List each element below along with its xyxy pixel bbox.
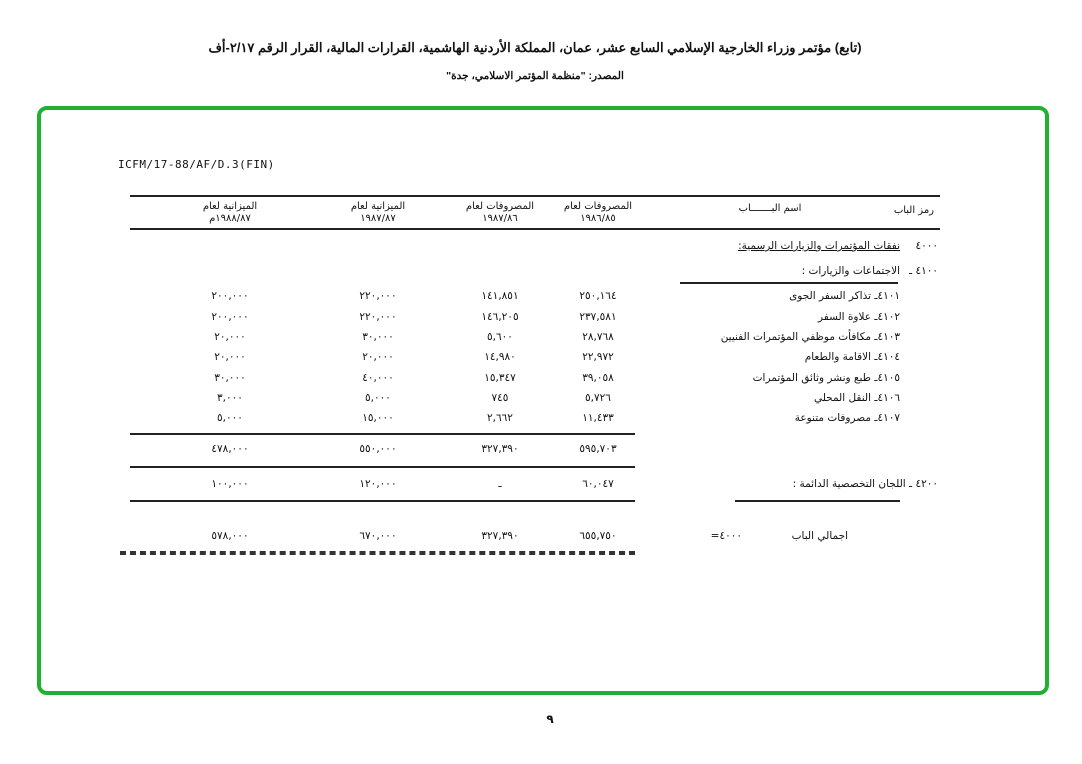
- row-value-1: ٥,٧٢٦: [585, 392, 611, 404]
- section-code: ٤٠٠٠: [915, 240, 938, 252]
- row-value-2: ١٥,٣٤٧: [484, 372, 516, 384]
- subsection-title: الاجتماعات والزيارات :: [801, 265, 900, 277]
- subtotal-value-2: ٣٢٧,٣٩٠: [481, 443, 519, 455]
- column-header-exp-8687: المصروفات لعام ١٩٨٧/٨٦: [445, 201, 555, 225]
- row-value-3: ١٥,٠٠٠: [362, 412, 394, 424]
- row-value-4: ٢٠٠,٠٠٠: [211, 311, 249, 323]
- column-header-code: رمز الباب: [893, 205, 934, 216]
- committees-value-2: ـ: [498, 478, 502, 490]
- column-header-exp-8586: المصروفات لعام ١٩٨٦/٨٥: [543, 201, 653, 225]
- row-name: ٤١٠٤ـ الاقامة والطعام: [804, 351, 900, 363]
- total-value-3: ٦٧٠,٠٠٠: [359, 530, 397, 542]
- row-value-4: ٣٠,٠٠٠: [214, 372, 246, 384]
- row-value-4: ٥,٠٠٠: [217, 412, 243, 424]
- committees-title: ٤٢٠٠ ـ اللجان التخصصية الدائمة :: [792, 478, 938, 490]
- double-dashed-rule: [120, 551, 635, 555]
- row-value-1: ٣٩,٠٥٨: [582, 372, 614, 384]
- row-name: ٤١٠٥ـ طبع ونشر وثائق المؤتمرات: [752, 372, 900, 384]
- row-value-2: ١٤١,٨٥١: [481, 290, 519, 302]
- subtotal-value-3: ٥٥٠,٠٠٠: [359, 443, 397, 455]
- row-value-4: ٣,٠٠٠: [217, 392, 243, 404]
- header-bottom-rule: [130, 228, 940, 230]
- subsection-code: ٤١٠٠ ـ: [909, 265, 938, 277]
- row-value-3: ٢٠,٠٠٠: [362, 351, 394, 363]
- page-title: (تابع) مؤتمر وزراء الخارجية الإسلامي الس…: [208, 40, 862, 55]
- column-header-bud-8687: الميزانية لعام ١٩٨٧/٨٧: [323, 201, 433, 225]
- total-value-1: ٦٥٥,٧٥٠: [579, 530, 617, 542]
- total-value-4: ٥٧٨,٠٠٠: [211, 530, 249, 542]
- header-year: ١٩٨٧/٨٧: [360, 213, 396, 224]
- section-title: نفقات المؤتمرات والزيارات الرسمية:: [738, 240, 900, 252]
- committees-value-3: ١٢٠,٠٠٠: [359, 478, 397, 490]
- header-year: ١٩٨٧/٨٦: [482, 213, 518, 224]
- row-value-1: ١١,٤٣٣: [582, 412, 614, 424]
- row-value-1: ٢٣٧,٥٨١: [579, 311, 617, 323]
- row-value-3: ٢٢٠,٠٠٠: [359, 290, 397, 302]
- total-label: اجمالي الباب: [791, 530, 848, 542]
- committees-bottom-rule: [130, 500, 635, 502]
- subsection-underline: [680, 282, 898, 284]
- row-value-3: ٣٠,٠٠٠: [362, 331, 394, 343]
- header-label: المصروفات لعام: [465, 201, 535, 212]
- source-line: المصدر: "منظمة المؤتمر الاسلامي، جدة": [446, 70, 624, 82]
- row-name: ٤١٠٦ـ النقل المحلي: [813, 392, 900, 404]
- header-top-rule: [130, 195, 940, 197]
- subtotal-value-1: ٥٩٥,٧٠٣: [579, 443, 617, 455]
- committees-value-4: ١٠٠,٠٠٠: [211, 478, 249, 490]
- total-code: ٤٠٠٠=: [710, 530, 742, 542]
- subtotal-value-4: ٤٧٨,٠٠٠: [211, 443, 249, 455]
- row-value-2: ١٤٦,٢٠٥: [481, 311, 519, 323]
- row-value-1: ٢٥٠,١٦٤: [579, 290, 617, 302]
- row-value-4: ٢٠,٠٠٠: [214, 351, 246, 363]
- row-value-3: ٥,٠٠٠: [365, 392, 391, 404]
- header-year: ١٩٨٦/٨٥: [580, 213, 616, 224]
- header-label: الميزانية لعام: [350, 201, 406, 212]
- subtotal-bottom-rule: [130, 466, 635, 468]
- total-value-2: ٣٢٧,٣٩٠: [481, 530, 519, 542]
- subtotal-top-rule: [130, 433, 635, 435]
- page-number: ٩: [546, 712, 554, 726]
- committees-value-1: ٦٠,٠٤٧: [582, 478, 614, 490]
- row-name: ٤١٠١ـ تذاكر السفر الجوى: [789, 290, 900, 302]
- row-value-1: ٢٨,٧٦٨: [582, 331, 614, 343]
- row-value-4: ٢٠,٠٠٠: [214, 331, 246, 343]
- header-label: المصروفات لعام: [563, 201, 633, 212]
- row-value-3: ٢٢٠,٠٠٠: [359, 311, 397, 323]
- row-value-1: ٢٢,٩٧٢: [582, 351, 614, 363]
- header-year: ١٩٨٨/٨٧م: [209, 213, 251, 224]
- committees-underline: [735, 500, 900, 502]
- column-header-name: اسم البـــــــاب: [738, 203, 802, 214]
- row-value-4: ٢٠٠,٠٠٠: [211, 290, 249, 302]
- row-name: ٤١٠٢ـ علاوة السفر: [817, 311, 900, 323]
- row-value-2: ٥,٦٠٠: [487, 331, 513, 343]
- row-value-3: ٤٠,٠٠٠: [362, 372, 394, 384]
- highlight-frame: [37, 106, 1049, 695]
- document-reference: ICFM/17-88/AF/D.3(FIN): [118, 158, 275, 171]
- column-header-bud-8788: الميزانية لعام ١٩٨٨/٨٧م: [175, 201, 285, 225]
- row-value-2: ٧٤٥: [491, 392, 509, 404]
- row-name: ٤١٠٣ـ مكافأت موظفي المؤتمرات الفنيين: [720, 331, 900, 343]
- row-value-2: ١٤,٩٨٠: [484, 351, 516, 363]
- header-label: الميزانية لعام: [202, 201, 258, 212]
- row-name: ٤١٠٧ـ مصروفات متنوعة: [794, 412, 900, 424]
- row-value-2: ٢,٦٦٢: [487, 412, 513, 424]
